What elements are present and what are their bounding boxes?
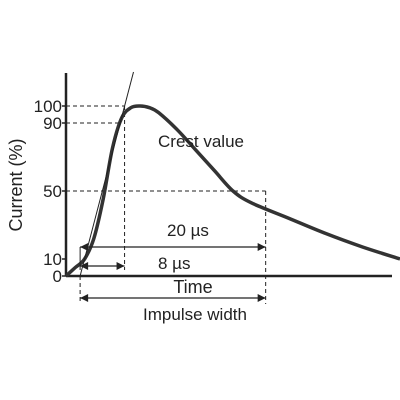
y-axis-label: Current (%) (6, 138, 26, 231)
front-time-arrow (80, 262, 125, 270)
y-tick-label-100: 100 (34, 97, 62, 116)
impulse-width-arrow (80, 294, 266, 302)
series-layer (64, 71, 400, 278)
front-time-arrow-head-right (116, 262, 125, 270)
y-tick-label-10: 10 (43, 250, 62, 269)
half-value-time-label: 20 µs (167, 221, 209, 240)
half-value-time-arrow-head-left (80, 243, 89, 251)
crest-value-label: Crest value (158, 132, 244, 151)
half-value-time-arrow-head-right (257, 243, 266, 251)
dimension-arrows (79, 243, 266, 302)
impulse-current-curve (64, 104, 400, 278)
impulse-width-arrow-head-left (80, 294, 89, 302)
front-time-arrow-head-left (80, 262, 89, 270)
y-tick-label-90: 90 (43, 114, 62, 133)
y-tick-label-0: 0 (53, 267, 62, 286)
front-time-tangent-line (79, 71, 134, 277)
front-time-label: 8 µs (158, 254, 190, 273)
y-tick-label-50: 50 (43, 182, 62, 201)
impulse-width-arrow-head-right (257, 294, 266, 302)
half-value-time-arrow (80, 243, 266, 251)
axes (64, 73, 392, 278)
x-axis-label: Time (173, 277, 212, 297)
impulse-width-label: Impulse width (143, 305, 247, 324)
